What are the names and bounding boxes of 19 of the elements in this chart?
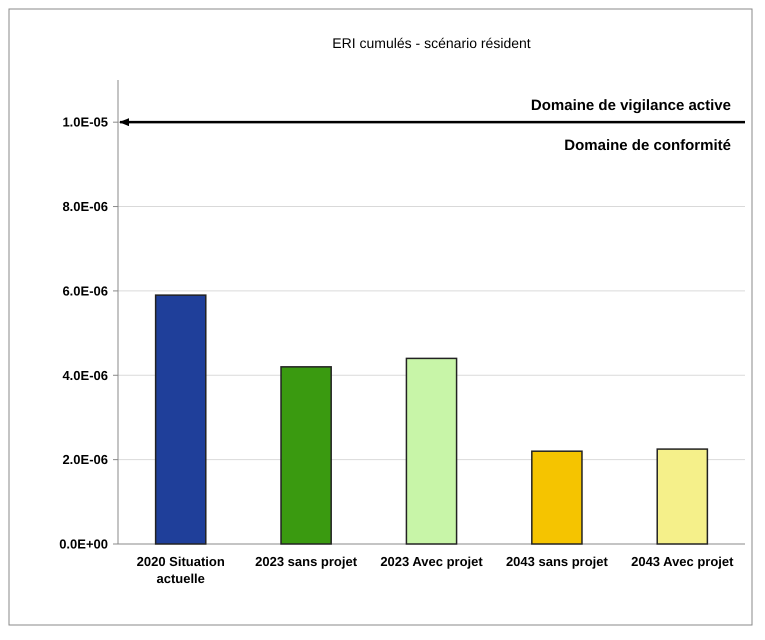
ref-line-label: Domaine de vigilance active [530, 97, 731, 114]
x-tick-label: 2023 Avec projet [380, 554, 484, 569]
chart-title: ERI cumulés - scénario résident [332, 35, 531, 51]
y-tick-label: 1.0E-05 [62, 114, 108, 130]
bar [531, 450, 583, 545]
x-tick-label: 2043 Avec projet [631, 554, 734, 569]
y-tick-label: 8.0E-06 [62, 199, 108, 214]
x-tick-label: 2043 sans projet [506, 554, 609, 569]
bar [154, 294, 207, 545]
bar [280, 366, 332, 545]
x-tick-label: 2023 sans projet [255, 554, 358, 569]
bar [406, 358, 458, 545]
y-tick-label: 2.0E-06 [62, 452, 108, 468]
y-tick-label: 6.0E-06 [62, 283, 108, 298]
bar [656, 448, 708, 545]
y-tick-label: 4.0E-06 [62, 368, 108, 383]
annotation: Domaine de conformité [564, 137, 731, 154]
x-tick-label: 2020 Situation actuelle [136, 554, 225, 586]
y-tick-label: 0.0E+00 [59, 536, 108, 552]
